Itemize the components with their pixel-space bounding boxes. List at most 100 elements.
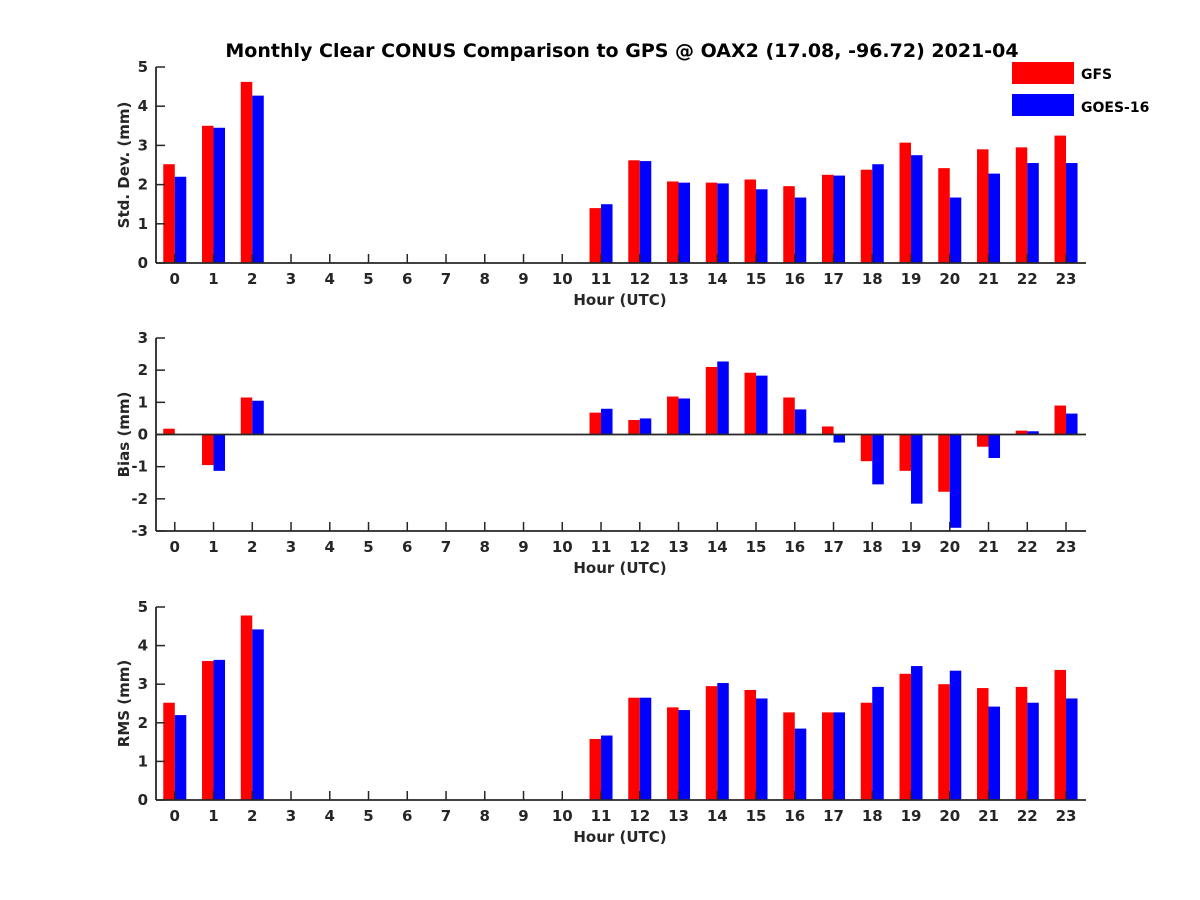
bar-std-dev-gfs-hour-17 <box>822 174 834 263</box>
bar-bias-goes16-hour-15 <box>756 375 768 435</box>
bar-rms-goes16-hour-20 <box>949 670 962 800</box>
x-tick-label-std-dev: 19 <box>901 270 922 288</box>
x-tick-label-std-dev: 21 <box>978 270 999 288</box>
x-tick-label-rms: 4 <box>325 807 335 825</box>
bar-bias-gfs-hour-12 <box>628 420 640 435</box>
bar-rms-gfs-hour-17 <box>822 712 834 800</box>
x-tick-label-std-dev: 11 <box>591 270 612 288</box>
x-tick-label-std-dev: 7 <box>441 270 451 288</box>
x-tick-label-rms: 22 <box>1017 807 1038 825</box>
x-tick-label-std-dev: 10 <box>552 270 573 288</box>
x-tick-label-bias: 17 <box>823 538 844 556</box>
bar-std-dev-gfs-hour-16 <box>783 186 795 263</box>
x-tick-label-std-dev: 0 <box>170 270 180 288</box>
y-tick-label-std-dev: 3 <box>138 136 148 154</box>
x-tick-label-std-dev: 4 <box>325 270 335 288</box>
x-axis-label-std-dev: Hour (UTC) <box>573 291 666 309</box>
y-tick-label-std-dev: 0 <box>138 254 148 272</box>
bar-bias-goes16-hour-14 <box>717 361 729 435</box>
bar-rms-goes16-hour-11 <box>601 735 613 800</box>
bar-rms-gfs-hour-18 <box>860 702 873 800</box>
x-tick-label-bias: 0 <box>170 538 180 556</box>
bar-std-dev-gfs-hour-20 <box>938 168 950 263</box>
x-tick-label-bias: 12 <box>629 538 650 556</box>
x-tick-label-rms: 11 <box>591 807 612 825</box>
bar-std-dev-goes16-hour-0 <box>174 176 187 263</box>
x-tick-label-bias: 22 <box>1017 538 1038 556</box>
bar-rms-gfs-hour-19 <box>899 673 912 800</box>
bar-rms-goes16-hour-0 <box>174 715 187 800</box>
x-tick-label-bias: 19 <box>901 538 922 556</box>
x-tick-label-rms: 14 <box>707 807 728 825</box>
bar-bias-gfs-hour-14 <box>705 366 718 435</box>
bar-bias-goes16-hour-21 <box>988 434 1001 458</box>
y-tick-label-rms: 4 <box>138 637 148 655</box>
bar-rms-gfs-hour-15 <box>744 689 757 800</box>
bar-rms-gfs-hour-16 <box>783 712 795 800</box>
x-tick-label-std-dev: 17 <box>823 270 844 288</box>
bar-bias-gfs-hour-23 <box>1054 405 1067 435</box>
x-tick-label-rms: 16 <box>784 807 805 825</box>
bar-rms-goes16-hour-1 <box>213 659 226 800</box>
x-tick-label-bias: 15 <box>746 538 767 556</box>
chart-title: Monthly Clear CONUS Comparison to GPS @ … <box>225 40 1018 62</box>
x-tick-label-rms: 17 <box>823 807 844 825</box>
bar-rms-gfs-hour-11 <box>589 739 602 800</box>
y-tick-label-rms: 1 <box>138 752 148 770</box>
bar-std-dev-goes16-hour-17 <box>833 175 846 263</box>
y-tick-label-bias: -1 <box>131 458 148 476</box>
bar-bias-gfs-hour-21 <box>977 434 989 447</box>
bar-rms-goes16-hour-23 <box>1066 698 1078 800</box>
x-tick-label-bias: 7 <box>441 538 451 556</box>
x-tick-label-bias: 11 <box>591 538 612 556</box>
x-tick-label-rms: 2 <box>247 807 257 825</box>
y-tick-label-bias: 2 <box>138 361 148 379</box>
x-tick-label-bias: 2 <box>247 538 257 556</box>
bar-rms-gfs-hour-1 <box>202 661 214 800</box>
bar-std-dev-gfs-hour-14 <box>705 182 718 263</box>
bar-std-dev-gfs-hour-13 <box>667 181 679 263</box>
x-tick-label-rms: 13 <box>668 807 689 825</box>
bar-bias-gfs-hour-18 <box>860 434 873 462</box>
bar-std-dev-gfs-hour-23 <box>1054 135 1067 263</box>
bar-bias-gfs-hour-1 <box>202 434 214 466</box>
legend: GFS GOES-16 <box>1012 62 1149 116</box>
x-tick-label-bias: 13 <box>668 538 689 556</box>
bar-rms-goes16-hour-22 <box>1027 702 1039 800</box>
x-tick-label-bias: 3 <box>286 538 296 556</box>
y-axis-label-rms: RMS (mm) <box>115 660 133 747</box>
bar-rms-goes16-hour-12 <box>639 697 652 800</box>
bar-bias-gfs-hour-2 <box>240 397 253 435</box>
legend-label-goes16: GOES-16 <box>1081 100 1149 116</box>
bar-bias-goes16-hour-11 <box>601 408 613 435</box>
bar-bias-goes16-hour-2 <box>252 400 264 435</box>
bar-rms-gfs-hour-21 <box>977 688 989 800</box>
x-tick-label-bias: 5 <box>363 538 373 556</box>
x-tick-label-rms: 23 <box>1056 807 1077 825</box>
y-tick-label-std-dev: 4 <box>138 97 148 115</box>
bar-std-dev-goes16-hour-21 <box>988 173 1001 263</box>
bar-std-dev-goes16-hour-20 <box>949 197 962 263</box>
x-tick-label-rms: 0 <box>170 807 180 825</box>
bar-bias-goes16-hour-18 <box>872 434 884 485</box>
bar-bias-gfs-hour-0 <box>163 428 175 435</box>
bar-bias-gfs-hour-15 <box>744 372 757 435</box>
bar-std-dev-goes16-hour-1 <box>213 127 226 263</box>
y-tick-label-bias: 1 <box>138 393 148 411</box>
bar-std-dev-goes16-hour-19 <box>911 155 923 263</box>
bar-std-dev-gfs-hour-0 <box>163 164 175 263</box>
y-tick-label-rms: 0 <box>138 791 148 809</box>
legend-swatch-goes16 <box>1012 94 1074 116</box>
x-tick-label-rms: 6 <box>402 807 412 825</box>
x-tick-label-bias: 18 <box>862 538 883 556</box>
bar-rms-gfs-hour-22 <box>1015 686 1028 800</box>
y-tick-label-rms: 5 <box>138 598 148 616</box>
x-tick-label-bias: 20 <box>939 538 960 556</box>
bar-std-dev-goes16-hour-14 <box>717 183 729 263</box>
bar-rms-goes16-hour-19 <box>911 666 923 800</box>
x-tick-label-std-dev: 15 <box>746 270 767 288</box>
y-axis-label-bias: Bias (mm) <box>115 392 133 478</box>
bar-std-dev-goes16-hour-16 <box>794 197 807 263</box>
x-tick-label-rms: 20 <box>939 807 960 825</box>
